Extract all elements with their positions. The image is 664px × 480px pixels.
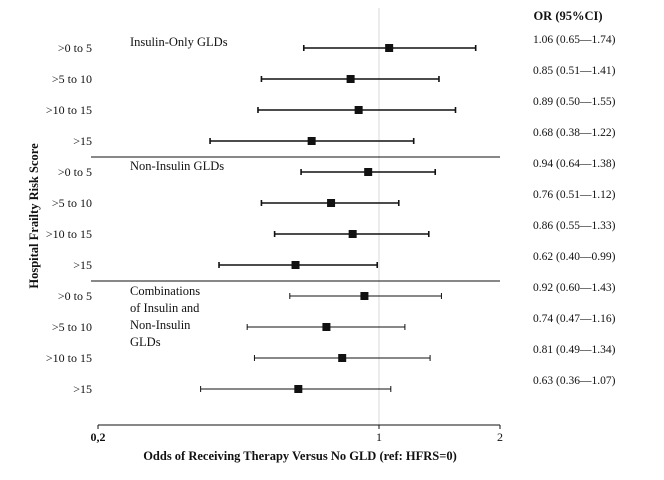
row-label: >5 to 10 — [52, 320, 92, 334]
or-marker — [291, 261, 300, 269]
or-ci-text: 0.68 (0.38—1.22) — [533, 127, 616, 139]
or-ci-text: 0.81 (0.49—1.34) — [533, 344, 616, 356]
or-marker — [327, 199, 336, 207]
x-tick-label: 1 — [376, 430, 382, 444]
or-marker — [385, 44, 394, 52]
row-label: >15 — [73, 382, 92, 396]
or-ci-text: 0.76 (0.51—1.12) — [533, 189, 616, 201]
or-ci-text: 0.62 (0.40—0.99) — [533, 251, 616, 263]
row-label: >10 to 15 — [46, 227, 92, 241]
or-ci-text: 0.94 (0.64—1.38) — [533, 158, 616, 170]
row-label: >5 to 10 — [52, 196, 92, 210]
group-label-line: Insulin-Only GLDs — [130, 35, 228, 49]
row-label: >10 to 15 — [46, 351, 92, 365]
group-label-line: Non-Insulin GLDs — [130, 159, 224, 173]
row-label: >15 — [73, 258, 92, 272]
or-marker — [322, 323, 331, 331]
or-marker — [360, 292, 369, 300]
group-label-line: Non-Insulin — [130, 318, 191, 332]
or-marker — [354, 106, 363, 114]
or-marker — [294, 385, 303, 393]
row-label: >15 — [73, 134, 92, 148]
x-axis-title: Odds of Receiving Therapy Versus No GLD … — [143, 449, 457, 463]
or-ci-text: 1.06 (0.65—1.74) — [533, 34, 616, 46]
or-ci-text: 0.92 (0.60—1.43) — [533, 282, 616, 294]
or-marker — [348, 230, 357, 238]
or-marker — [346, 75, 355, 83]
or-marker — [364, 168, 373, 176]
row-label: >10 to 15 — [46, 103, 92, 117]
or-ci-text: 0.85 (0.51—1.41) — [533, 65, 616, 77]
or-marker — [307, 137, 316, 145]
row-label: >0 to 5 — [58, 165, 92, 179]
x-tick-label: 0,2 — [91, 430, 106, 444]
group-label-line: GLDs — [130, 335, 161, 349]
or-ci-header: OR (95%CI) — [533, 9, 602, 23]
or-ci-text: 0.63 (0.36—1.07) — [533, 375, 616, 387]
or-ci-text: 0.74 (0.47—1.16) — [533, 313, 616, 325]
x-tick-label: 2 — [497, 430, 503, 444]
or-ci-text: 0.86 (0.55—1.33) — [533, 220, 616, 232]
row-label: >0 to 5 — [58, 41, 92, 55]
y-axis-title: Hospital Frailty Risk Score — [27, 143, 41, 289]
or-marker — [338, 354, 347, 362]
row-label: >0 to 5 — [58, 289, 92, 303]
group-label-line: Combinations — [130, 284, 200, 298]
group-label-line: of Insulin and — [130, 301, 200, 315]
or-ci-text: 0.89 (0.50—1.55) — [533, 96, 616, 108]
row-label: >5 to 10 — [52, 72, 92, 86]
